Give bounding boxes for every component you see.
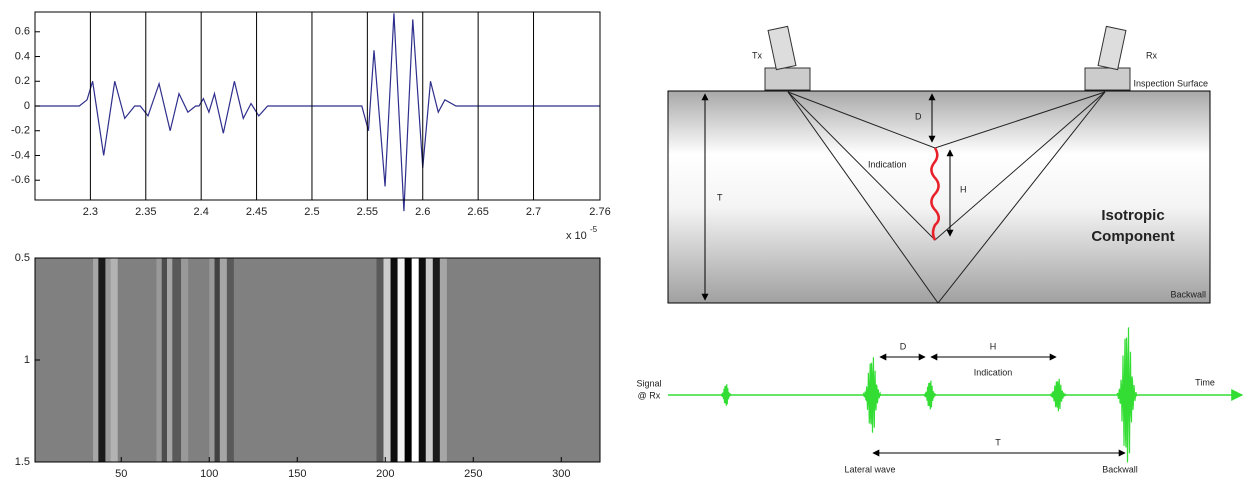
indication-label: Indication — [974, 367, 1013, 377]
y-tick-label: 0.6 — [15, 26, 30, 38]
h-label: H — [990, 341, 997, 351]
signal-burst — [923, 380, 937, 410]
intensity-band — [110, 258, 119, 462]
intensity-band — [397, 258, 405, 462]
x-tick-label: 2.6 — [415, 206, 430, 218]
y-tick-label: 1 — [24, 354, 30, 366]
x-tick-label: 2.3 — [83, 206, 98, 218]
intensity-band — [98, 258, 106, 462]
intensity-band — [390, 258, 398, 462]
intensity-band — [93, 258, 99, 462]
chart: 2.3 2.35 2.4 2.45 2.5 2.55 2.6 2.65 2.7 2.76 -0.6 -… — [11, 11, 611, 242]
tofd-diagram: Tx Rx Inspection Surface D Indication H … — [667, 25, 1211, 304]
tx-probe — [764, 25, 811, 91]
y-tick-label: -0.4 — [11, 149, 30, 161]
h-label: H — [960, 184, 967, 194]
intensity-band — [181, 258, 189, 462]
signal-line — [35, 13, 600, 212]
signal-burst — [720, 384, 732, 406]
intensity-band — [411, 258, 420, 462]
x-multiplier: x 10 — [566, 230, 587, 242]
signal-label: @ Rx — [638, 390, 661, 400]
axes-frame — [34, 11, 601, 201]
intensity-band — [425, 258, 434, 462]
signal-diagram: D H Indication Signal @ Rx Time T Latera… — [636, 327, 1244, 474]
signal-burst — [1049, 378, 1067, 412]
intensity-band — [439, 258, 448, 462]
x-tick-label: 100 — [200, 468, 218, 480]
x-tick-label: 150 — [288, 468, 306, 480]
intensity-band — [383, 258, 391, 462]
intensity-band — [233, 258, 377, 462]
intensity-band — [446, 258, 601, 462]
x-multiplier-exponent: -5 — [590, 225, 598, 234]
rx-probe — [1084, 25, 1131, 91]
x-tick-label: 2.4 — [194, 206, 209, 218]
chart: 50 100 150 200 250 300 0.5 1 1.5 — [15, 252, 601, 480]
x-tick-label: 2.55 — [357, 206, 378, 218]
backwall-label: Backwall — [1102, 464, 1138, 474]
tx-label: Tx — [752, 50, 762, 60]
y-tick-label: -0.2 — [11, 125, 30, 137]
x-tick-label: 2.5 — [304, 206, 319, 218]
intensity-band — [161, 258, 168, 462]
intensity-band — [226, 258, 235, 462]
x-tick-label: 250 — [464, 468, 482, 480]
axes-frame — [34, 257, 601, 463]
y-tick-label: 0.2 — [15, 75, 30, 87]
y-tick-label: 0.4 — [15, 50, 30, 62]
crack — [930, 147, 940, 241]
intensity-band — [35, 258, 94, 462]
intensity-band — [209, 258, 215, 462]
x-tick-label: 2.76 — [589, 206, 610, 218]
x-tick-label: 2.45 — [246, 206, 267, 218]
intensity-band — [167, 258, 173, 462]
rx-label: Rx — [1146, 50, 1157, 60]
component-label: Component — [1091, 228, 1174, 245]
t-label: T — [995, 437, 1001, 447]
backwall-label: Backwall — [1170, 289, 1206, 299]
x-tick-label: 50 — [115, 468, 127, 480]
intensity-band — [156, 258, 163, 462]
signal-label: Signal — [636, 378, 661, 388]
lateral-wave-label: Lateral wave — [844, 464, 895, 474]
component-block — [667, 90, 1211, 304]
x-tick-label: 2.35 — [135, 206, 156, 218]
d-label: D — [915, 111, 922, 121]
surface-label: Inspection Surface — [1133, 78, 1208, 88]
y-tick-label: -0.6 — [11, 174, 30, 186]
intensity-band — [418, 258, 427, 462]
y-tick-label: 1.5 — [15, 456, 30, 468]
intensity-band — [117, 258, 157, 462]
intensity-band — [432, 258, 441, 462]
y-tick-label: 0 — [24, 100, 30, 112]
intensity-band — [188, 258, 210, 462]
signal-burst — [1116, 327, 1138, 463]
intensity-band — [219, 258, 228, 462]
y-tick-label: 0.5 — [15, 252, 30, 264]
intensity-band — [172, 258, 182, 462]
x-tick-label: 2.65 — [467, 206, 488, 218]
signal-burst — [862, 357, 882, 433]
x-tick-label: 300 — [552, 468, 570, 480]
intensity-band — [376, 258, 384, 462]
intensity-band — [404, 258, 412, 462]
x-tick-label: 200 — [376, 468, 394, 480]
intensity-band — [214, 258, 221, 462]
intensity-band — [105, 258, 111, 462]
indication-label: Indication — [868, 159, 907, 169]
d-label: D — [900, 341, 907, 351]
x-tick-label: 2.7 — [526, 206, 541, 218]
t-label: T — [717, 192, 723, 202]
time-label: Time — [1195, 377, 1215, 387]
component-label: Isotropic — [1101, 207, 1164, 224]
